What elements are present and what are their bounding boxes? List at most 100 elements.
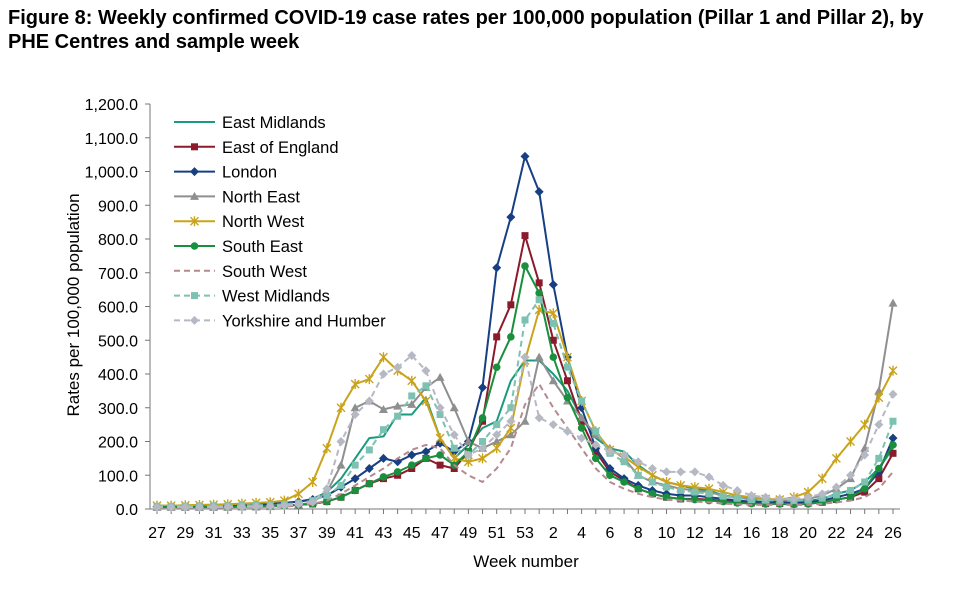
- data-point: [507, 333, 515, 341]
- data-point: [846, 470, 856, 480]
- data-point: [407, 350, 417, 360]
- data-point: [506, 416, 516, 426]
- data-point: [323, 492, 331, 499]
- y-tick-label: 100.0: [98, 468, 138, 485]
- x-tick-label: 35: [261, 525, 279, 542]
- data-point: [846, 493, 855, 501]
- data-point: [364, 396, 374, 406]
- series-north-west: [152, 304, 898, 511]
- data-point: [251, 502, 261, 512]
- x-tick-label: 14: [714, 525, 732, 542]
- legend-label: South East: [222, 238, 303, 256]
- x-tick-label: 33: [233, 525, 251, 542]
- data-point: [789, 494, 799, 504]
- data-point: [889, 441, 897, 449]
- data-point: [350, 403, 360, 412]
- data-point: [775, 494, 785, 504]
- series-south-west: [157, 383, 894, 509]
- data-point: [422, 382, 430, 390]
- data-point: [577, 433, 587, 443]
- y-tick-label: 1,000.0: [85, 165, 138, 182]
- x-tick-label: 43: [375, 525, 393, 542]
- data-point: [860, 419, 870, 430]
- y-axis: 0.0 100.0 200.0 300.0 400.0 500.0 600.0 700.0 80…: [85, 97, 151, 519]
- data-point: [691, 488, 699, 496]
- data-point: [718, 480, 728, 490]
- data-point: [690, 467, 700, 477]
- data-point: [493, 333, 501, 341]
- data-point: [888, 365, 898, 376]
- data-point: [817, 489, 827, 499]
- data-point: [507, 301, 515, 309]
- y-tick-label: 500.0: [98, 333, 138, 350]
- legend-item: South East: [174, 238, 303, 256]
- data-point: [860, 484, 869, 493]
- data-point: [407, 375, 417, 386]
- legend-item: North East: [174, 188, 300, 206]
- y-tick-label: 300.0: [98, 401, 138, 418]
- data-point: [378, 404, 388, 413]
- data-point: [336, 437, 346, 446]
- data-point: [435, 403, 445, 413]
- data-point: [704, 472, 714, 482]
- y-axis-label: Rates per 100,000 population: [64, 193, 83, 416]
- data-point: [563, 363, 571, 371]
- data-point: [520, 151, 530, 161]
- data-point: [563, 393, 572, 402]
- data-point: [350, 474, 360, 484]
- data-point: [520, 352, 530, 362]
- data-point: [364, 464, 374, 473]
- chart-title: Figure 8: Weekly confirmed COVID-19 case…: [8, 7, 924, 53]
- data-point: [351, 461, 359, 469]
- data-point: [548, 420, 558, 430]
- data-point: [548, 280, 558, 290]
- data-point: [492, 437, 502, 445]
- y-tick-label: 800.0: [98, 232, 138, 249]
- legend-label: South West: [222, 263, 307, 281]
- data-point: [166, 502, 176, 512]
- data-point: [506, 212, 516, 222]
- data-point: [407, 461, 416, 469]
- data-point: [322, 443, 332, 454]
- data-point: [578, 397, 586, 405]
- legend-item: London: [174, 164, 277, 182]
- data-point: [746, 491, 756, 500]
- x-tick-label: 22: [827, 525, 845, 542]
- data-point: [591, 454, 600, 463]
- y-tick-label: 0.0: [116, 502, 138, 519]
- data-point: [761, 492, 771, 502]
- x-tick-label: 47: [431, 525, 449, 542]
- data-point: [463, 450, 473, 460]
- legend-marker: [190, 167, 199, 177]
- data-point: [152, 502, 162, 512]
- legend-label: North West: [222, 213, 305, 231]
- y-tick-label: 200.0: [98, 435, 138, 452]
- series-layer: [152, 151, 898, 512]
- data-point: [634, 471, 642, 479]
- x-tick-label: 2: [549, 525, 558, 542]
- data-point: [507, 404, 515, 412]
- y-tick-label: 700.0: [98, 266, 138, 283]
- data-point: [620, 478, 628, 486]
- x-tick-label: 53: [516, 525, 534, 542]
- legend-item: East of England: [174, 139, 339, 157]
- data-point: [605, 464, 615, 473]
- data-point: [577, 413, 587, 422]
- data-point: [889, 417, 897, 425]
- x-tick-label: 51: [488, 525, 506, 542]
- data-point: [209, 502, 219, 512]
- legend-label: East of England: [222, 139, 339, 157]
- data-point: [535, 296, 543, 304]
- data-point: [548, 308, 558, 319]
- x-tick-label: 20: [799, 525, 817, 542]
- data-point: [350, 379, 360, 390]
- data-point: [535, 279, 543, 287]
- data-point: [492, 443, 502, 454]
- data-point: [647, 464, 657, 473]
- data-point: [421, 366, 431, 376]
- legend-marker: [190, 242, 199, 250]
- data-point: [563, 377, 571, 385]
- data-point: [336, 402, 346, 413]
- data-point: [463, 437, 473, 445]
